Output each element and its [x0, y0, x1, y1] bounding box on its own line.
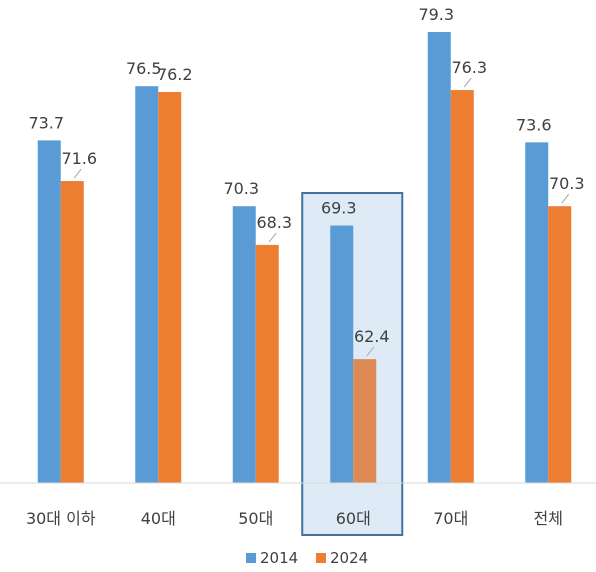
bar-2014-4: [427, 32, 451, 483]
data-label-2024-5: 70.3: [549, 174, 585, 193]
bar-2014-0: [37, 140, 61, 484]
bar-2024-5: [548, 206, 572, 484]
legend-swatch-2024: [316, 553, 326, 563]
legend-label-2014: 2014: [260, 549, 298, 567]
data-label-2024-0: 71.6: [61, 149, 97, 168]
category-label-5: 전체: [534, 509, 563, 528]
data-label-2024-2: 68.3: [256, 213, 292, 232]
data-label-2014-1: 76.5: [126, 59, 162, 78]
category-label-0: 30대 이하: [26, 509, 96, 528]
data-label-2014-4: 79.3: [418, 5, 454, 24]
bar-2024-0: [60, 181, 84, 484]
leader-line-3: [366, 346, 375, 357]
data-label-2024-3: 62.4: [354, 327, 390, 346]
legend-label-2024: 2024: [330, 549, 368, 567]
bar-2014-2: [232, 206, 256, 484]
leader-line-5: [561, 193, 570, 204]
bar-2024-2: [255, 244, 279, 483]
category-label-4: 70대: [433, 509, 468, 528]
legend-swatch-2014: [246, 553, 256, 563]
category-label-1: 40대: [141, 509, 176, 528]
data-label-2014-2: 70.3: [223, 179, 259, 198]
category-label-2: 50대: [238, 509, 273, 528]
data-label-2014-5: 73.6: [516, 115, 552, 134]
leader-line-0: [73, 168, 82, 179]
bar-2014-5: [525, 142, 549, 483]
bar-2024-3: [353, 359, 377, 483]
data-label-2024-4: 76.3: [451, 58, 487, 77]
data-label-2014-0: 73.7: [28, 113, 64, 132]
data-label-2024-1: 76.2: [157, 65, 193, 84]
bar-2014-3: [330, 225, 354, 483]
bar-2014-1: [135, 86, 159, 484]
category-label-3: 60대: [336, 509, 371, 528]
data-label-2014-3: 69.3: [321, 199, 357, 218]
leader-line-4: [463, 77, 472, 88]
bar-2024-4: [450, 90, 474, 484]
bar-2024-1: [158, 92, 182, 483]
leader-line-2: [268, 232, 277, 243]
